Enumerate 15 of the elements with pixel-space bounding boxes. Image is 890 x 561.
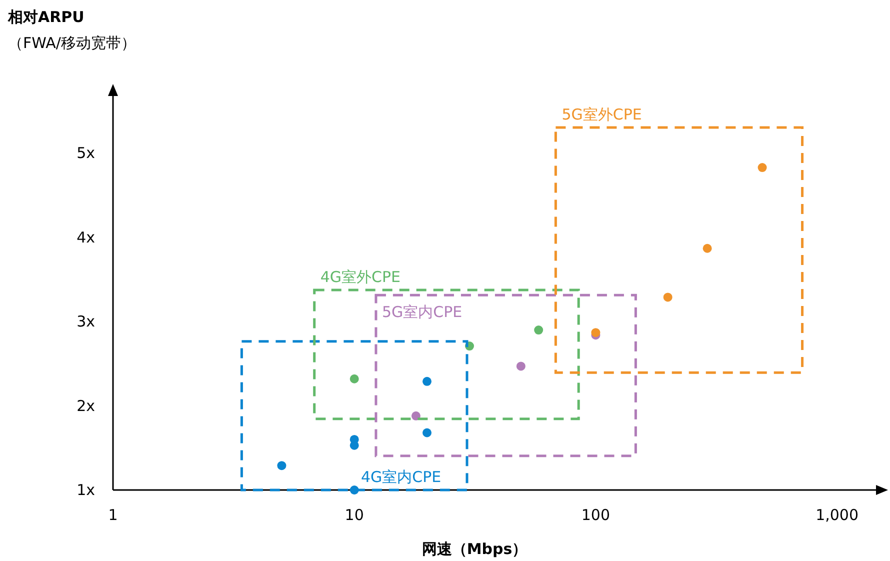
x-tick-label: 1 bbox=[108, 506, 118, 524]
text: 4G室外CPE bbox=[320, 268, 401, 286]
text: 5G室内CPE bbox=[382, 303, 462, 322]
y-tick-label: 2x bbox=[76, 396, 96, 415]
x-tick-label: 1,000 bbox=[816, 506, 859, 524]
x-tick-label: 100 bbox=[581, 506, 610, 524]
series-label: 4G室内CPE bbox=[361, 468, 442, 486]
y-tick-label: 3x bbox=[76, 312, 96, 331]
y-tick-label: 5x bbox=[76, 144, 96, 162]
x-axis-title: 网速（Mbps） bbox=[422, 540, 528, 558]
y-tick-label: 4x bbox=[76, 228, 96, 246]
y-axis-title: 相对ARPU（FWA/移动宽带） bbox=[7, 8, 136, 52]
y-tick-label: 1x bbox=[76, 481, 96, 499]
text: 5G室外CPE bbox=[562, 106, 642, 124]
x-tick-label: 10 bbox=[344, 506, 364, 524]
